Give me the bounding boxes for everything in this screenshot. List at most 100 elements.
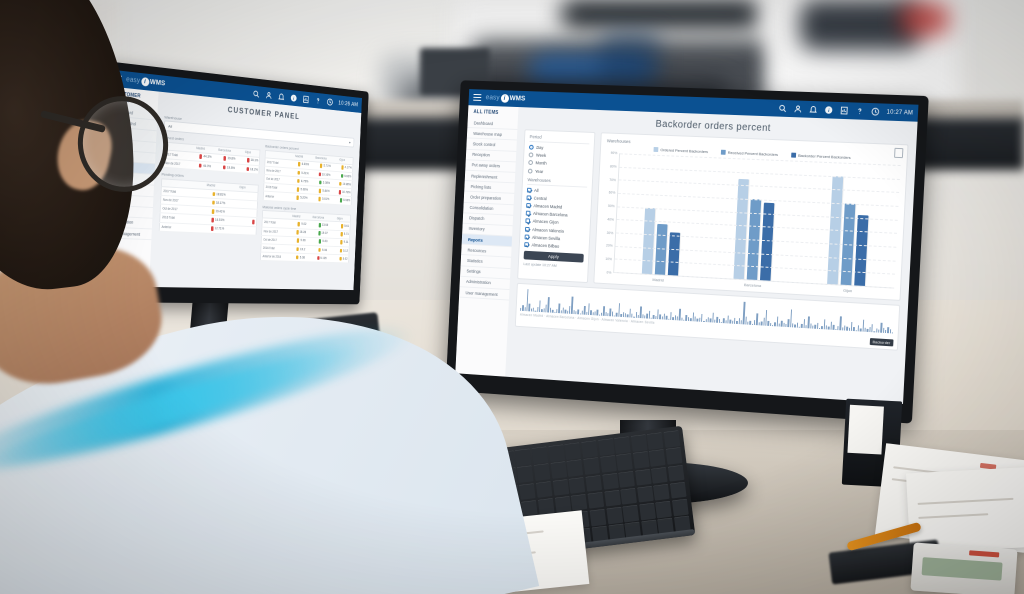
keyboard-key[interactable] [587,491,605,510]
menu-icon[interactable] [473,93,482,101]
keyboard-key[interactable] [632,451,650,469]
keyboard-key[interactable] [638,502,656,521]
background-printer-top [560,0,760,28]
checkbox-almacen-bilbao[interactable]: Almacen Bilbao [524,242,584,250]
status-indicator [297,187,300,192]
keyboard-key[interactable] [566,459,584,477]
keyboard-key[interactable] [533,463,551,481]
keyboard-key[interactable] [653,483,671,502]
keyboard-key[interactable] [614,436,631,454]
y-tick-label: 10% [605,257,613,262]
period-radio-group[interactable]: Day Week Month Year [527,144,589,176]
sparkline-bar [819,327,821,330]
keyboard-key[interactable] [655,500,673,519]
keyboard-key[interactable] [671,498,689,517]
keyboard-key[interactable] [552,478,570,497]
bar[interactable] [641,207,656,275]
keyboard-key[interactable] [665,447,683,465]
keyboard-key[interactable] [622,504,640,523]
table-row[interactable]: Anterior de 2016 5.08 9.135 5.02 [260,252,349,264]
keyboard-key[interactable] [517,465,534,483]
keyboard-key[interactable] [616,453,633,471]
logo-mark-icon: i [140,76,150,87]
keyboard-key[interactable] [630,434,648,452]
keyboard-key[interactable] [515,448,532,466]
keyboard-key[interactable] [651,466,669,484]
sparkline-bar [714,320,716,323]
keyboard-key[interactable] [620,487,638,506]
export-icon[interactable] [894,147,904,159]
radio-month[interactable]: Month [528,160,588,167]
checkbox-almacen-madrid[interactable]: Almacen Madrid [526,202,586,211]
checkbox-almacen-gijon[interactable]: Almacen Gijon [525,218,585,227]
keyboard-key[interactable] [618,470,636,488]
checkbox-indicator [525,210,531,216]
clock-icon[interactable] [326,98,333,107]
bell-icon[interactable] [278,92,285,101]
keyboard-key[interactable] [597,438,615,456]
keyboard-key[interactable] [564,442,582,460]
keyboard-key[interactable] [531,446,549,464]
help-icon[interactable] [314,96,321,105]
left-monitor-screen[interactable]: easy i WMS i 10:26 AM CUSTOME [98,69,362,291]
status-indicator [318,188,322,193]
keyboard-key[interactable] [603,489,621,508]
radio-year[interactable]: Year [527,168,588,175]
keyboard-key[interactable] [585,474,603,492]
sparkline-bar [841,327,844,331]
warehouse-checkbox-group[interactable]: All Central Almacen Madrid Almacen Barcelon… [524,187,587,250]
keyboard-key[interactable] [647,432,664,450]
apply-button[interactable]: Apply [523,250,584,263]
checkbox-central[interactable]: Central [526,195,587,203]
brand-icon[interactable]: i [824,105,833,114]
keyboard-key[interactable] [636,485,654,504]
filter-panel[interactable]: Period Day Week Month Year Warehouses All Ce… [517,129,596,284]
sidebar-item-user-management[interactable]: User management [459,287,510,301]
radio-day[interactable]: Day [529,144,589,152]
keyboard-key[interactable] [669,481,687,499]
bar[interactable] [654,223,668,275]
user-icon[interactable] [265,91,272,100]
y-tick-label: 40% [607,217,615,222]
checkbox-all[interactable]: All [526,187,587,195]
keyboard-key[interactable] [535,480,553,499]
keyboard-key[interactable] [548,444,565,462]
search-icon[interactable] [252,89,260,98]
keyboard-key[interactable] [581,440,598,458]
checkbox-almacen-sevilla[interactable]: Almacen Sevilla [524,234,585,242]
app-logo[interactable]: easy i WMS [126,75,166,88]
radio-indicator [528,152,534,158]
keyboard-key[interactable] [589,508,607,527]
checkbox-almacen-valencia[interactable]: Almacen Valencia [524,226,585,234]
keyboard-key[interactable] [667,464,685,482]
legend-label: Received Percent Backorders [727,150,779,157]
bar[interactable] [667,232,680,276]
keyboard-key[interactable] [570,493,588,512]
keyboard-key[interactable] [634,468,652,486]
bell-icon[interactable] [809,105,818,114]
report-icon[interactable] [840,106,849,115]
keyboard-key[interactable] [605,506,623,525]
checkbox-almacen-barcelona[interactable]: Almacen Barcelona [525,210,586,219]
svg-text:i: i [293,96,295,101]
report-icon[interactable] [302,95,309,104]
keyboard-key[interactable] [599,455,617,473]
keyboard-key[interactable] [583,457,600,475]
keyboard-key[interactable] [663,430,681,448]
sidebar-items[interactable]: Dashboard Warehouse map Stock control Recep… [459,117,518,301]
clock-icon[interactable] [871,107,880,116]
radio-week[interactable]: Week [528,152,589,160]
bar[interactable] [854,214,869,286]
keyboard-key[interactable] [649,449,666,467]
keyboard-key[interactable] [550,461,567,479]
right-monitor-screen[interactable]: easy i WMS i 10:27 AM ALL ITE [455,89,919,405]
calculator[interactable] [910,542,1018,594]
help-icon[interactable] [855,107,864,116]
keyboard-key[interactable] [601,472,619,490]
app-logo[interactable]: easy i WMS [486,93,526,103]
user-icon[interactable] [793,104,802,113]
brand-icon[interactable]: i [290,94,297,103]
keyboard-key[interactable] [568,476,586,495]
keyboard-key[interactable] [519,482,537,501]
search-icon[interactable] [778,104,787,113]
